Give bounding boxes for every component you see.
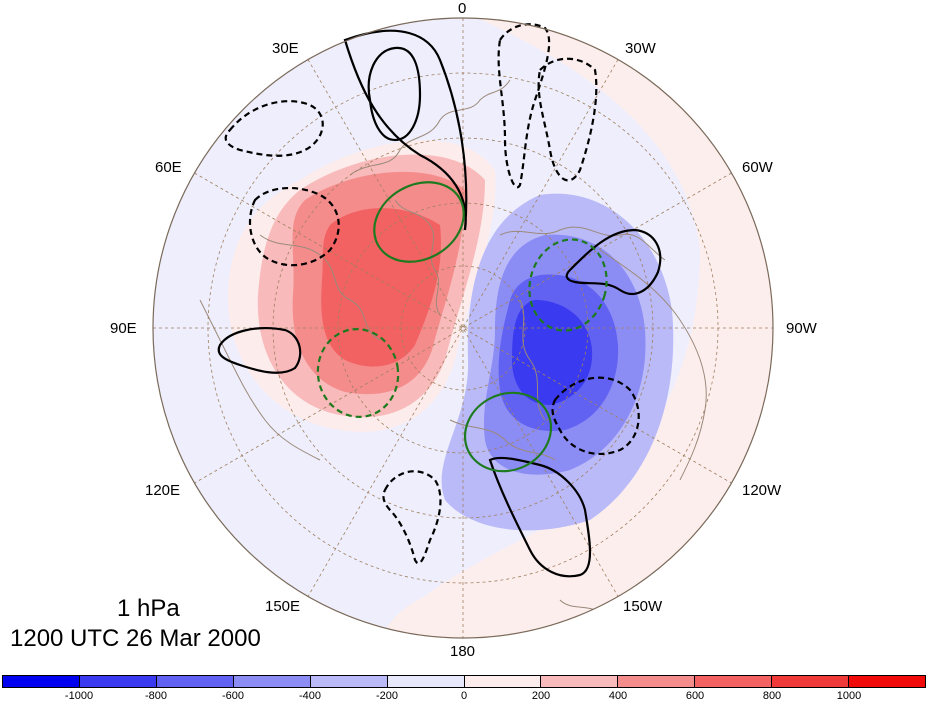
contour-green-1 — [373, 181, 465, 263]
meridian-60e-120w — [194, 172, 732, 484]
colorbar-tick-label: 400 — [608, 690, 628, 702]
coastline-scandinavia — [394, 199, 441, 316]
lon-label-30w: 30W — [625, 40, 656, 57]
colorbar-tick-label: 800 — [762, 690, 782, 702]
colorbar-swatch — [3, 676, 80, 687]
colorbar-tick-label: 200 — [531, 690, 551, 702]
lon-label-90w: 90W — [786, 320, 817, 337]
coastline-greenland — [499, 226, 666, 261]
contour-positive-1 — [343, 29, 468, 231]
contour-positive-4 — [565, 228, 662, 296]
colorbar — [2, 675, 926, 688]
contour-positive-2 — [367, 46, 422, 142]
coastline-north-america — [599, 249, 707, 481]
lon-label-30e: 30E — [272, 40, 299, 57]
background-positive — [380, 18, 773, 638]
contour-negative-5 — [551, 376, 640, 455]
negative-shade-800 — [512, 300, 593, 405]
contour-green-4 — [463, 391, 553, 473]
coastline-europe — [349, 79, 511, 176]
colorbar-swatch — [772, 676, 850, 687]
coastline-asia — [199, 299, 321, 461]
colorbar-swatch — [464, 676, 542, 687]
map-boundary — [152, 17, 774, 639]
level-label: 1 hPa — [117, 595, 180, 622]
positive-shade-600 — [321, 208, 441, 367]
colorbar-swatch — [387, 676, 465, 687]
contour-negative-3 — [497, 23, 551, 189]
colorbar-swatch — [541, 676, 619, 687]
meridian-30e-150w — [307, 59, 619, 597]
lon-label-60w: 60W — [742, 159, 773, 176]
colorbar-swatch — [233, 676, 311, 687]
colorbar-tick-label: -200 — [375, 690, 399, 702]
contour-negative-4 — [537, 57, 598, 182]
contour-negative-6 — [382, 470, 442, 565]
lon-label-90e: 90E — [110, 320, 137, 337]
colorbar-tick-label: 600 — [685, 690, 705, 702]
colorbar-tick-label: -400 — [298, 690, 322, 702]
colorbar-tick-label: -1000 — [64, 690, 94, 702]
colorbar-swatch — [310, 676, 388, 687]
contour-green-2 — [316, 328, 400, 418]
contour-positive-3 — [217, 327, 302, 374]
lon-label-150e: 150E — [265, 598, 301, 615]
contour-negative-2 — [248, 186, 340, 267]
meridian-60w-120e — [194, 172, 732, 484]
coastline-islands — [559, 599, 596, 611]
lon-label-150w: 150W — [623, 598, 663, 615]
time-label: 1200 UTC 26 Mar 2000 — [10, 625, 261, 652]
lon-label-0: 0 — [458, 0, 467, 17]
colorbar-tick-label: -800 — [144, 690, 168, 702]
colorbar-tick-label: 0 — [460, 690, 468, 702]
colorbar-tick-label: 1000 — [836, 690, 862, 702]
colorbar-swatch — [156, 676, 234, 687]
coastline-russia — [259, 234, 381, 341]
colorbar-swatch — [695, 676, 773, 687]
contour-positive-5 — [488, 456, 592, 578]
lon-label-60e: 60E — [155, 159, 182, 176]
contour-green-3 — [528, 238, 608, 332]
contour-negative-1 — [224, 100, 324, 157]
colorbar-swatch — [849, 676, 926, 687]
colorbar-swatch — [618, 676, 696, 687]
meridian-30w-150e — [307, 59, 619, 597]
lon-label-120w: 120W — [742, 482, 782, 499]
colorbar-swatch — [79, 676, 157, 687]
colorbar-tick-label: -600 — [221, 690, 245, 702]
lon-label-120e: 120E — [145, 482, 181, 499]
contours — [217, 23, 662, 578]
lon-label-180: 180 — [450, 643, 476, 660]
